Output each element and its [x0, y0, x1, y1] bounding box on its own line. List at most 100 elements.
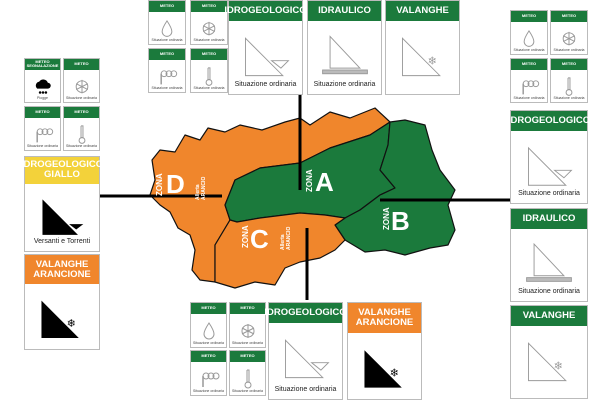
risk-card-header: IDRAULICO [511, 209, 587, 229]
risk-card-header: VALANGHE [511, 306, 587, 326]
status-text: Situazione ordinaria [274, 386, 337, 393]
zone-c-label: ZONA C Allerta ARANCIO [241, 224, 292, 254]
svg-text:❄: ❄ [427, 55, 436, 67]
risk-card-bottom[interactable]: VALANGHE ARANCIONE ❄ [347, 302, 422, 400]
status-text: Situazione ordinaria [553, 96, 585, 100]
drop-icon [161, 19, 173, 37]
thermometer-icon [78, 125, 85, 144]
risk-card-header: VALANGHE ARANCIONE [348, 303, 421, 333]
thermometer-icon [565, 77, 573, 96]
status-text: Situazione ordinaria [232, 389, 263, 393]
risk-card-top[interactable]: IDROGEOLOGICO Situazione ordinaria [224, 0, 307, 95]
status-text: Versanti e Torrenti [33, 238, 91, 245]
status-text: Situazione ordinaria [313, 81, 376, 88]
wind-icon [201, 372, 219, 387]
status-text: Situazione ordinaria [553, 48, 585, 52]
meteo-card-header: METEO [64, 59, 99, 70]
risk-card-left[interactable]: IDROGEOLOGICO GIALLO Versanti e Torrenti [21, 156, 103, 252]
status-text: Situazione ordinaria [513, 48, 545, 52]
avalanche-icon: ❄ [528, 342, 567, 382]
risk-card-right[interactable]: IDRAULICO Situazione ordinaria [510, 208, 588, 302]
zone-b-area[interactable] [334, 119, 456, 256]
status-text: Situazione ordinaria [193, 341, 224, 345]
meteo-card-header: METEO [551, 11, 587, 22]
meteo-card-header: METEO [149, 49, 185, 60]
hydrogeological-icon [42, 198, 84, 235]
status-text: Situazione ordinaria [193, 38, 225, 42]
status-text: Situazione ordinaria [66, 144, 97, 148]
meteo-card-left[interactable]: METEO Situazione ordinaria [63, 106, 100, 151]
risk-card-right[interactable]: IDROGEOLOGICO Situazione ordinaria [508, 110, 590, 204]
meteo-card-header: METEO [230, 303, 265, 314]
meteo-card-right[interactable]: METEO Situazione ordinaria [550, 58, 588, 103]
meteo-card-bottom[interactable]: METEO Situazione ordinaria [229, 302, 266, 348]
meteo-card-right[interactable]: METEO Situazione ordinaria [510, 10, 548, 55]
snowflake-icon [562, 31, 576, 46]
zone-c-area[interactable] [214, 212, 346, 289]
meteo-card-top[interactable]: METEO Situazione ordinaria [148, 0, 186, 45]
svg-text:ARANCIO: ARANCIO [286, 227, 292, 250]
svg-text:ZONA: ZONA [382, 207, 391, 230]
meteo-card-top[interactable]: METEO Situazione ordinaria [190, 48, 228, 93]
risk-card-top[interactable]: VALANGHE ❄ [385, 0, 460, 95]
risk-card-left[interactable]: VALANGHE ARANCIONE ❄ [24, 254, 100, 350]
meteo-card-header: METEO [64, 107, 99, 118]
meteo-card-top[interactable]: METEO Situazione ordinaria [148, 48, 186, 93]
risk-card-header: IDROGEOLOGICO [264, 303, 347, 323]
meteo-card-header: METEO [191, 1, 227, 12]
meteo-card-header: METEO [149, 1, 185, 12]
svg-text:ARANCIO: ARANCIO [201, 177, 207, 200]
hydrogeological-icon [284, 339, 330, 379]
drop-icon [523, 29, 535, 47]
svg-text:Allerta: Allerta [280, 234, 286, 250]
svg-text:D: D [166, 169, 185, 199]
status-text: Situazione ordinaria [518, 288, 580, 295]
meteo-card-top[interactable]: METEO Situazione ordinaria [190, 0, 228, 45]
meteo-card-right[interactable]: METEO Situazione ordinaria [550, 10, 588, 55]
status-text: Situazione ordinaria [151, 38, 183, 42]
risk-card-top[interactable]: IDRAULICO Situazione ordinaria [307, 0, 382, 95]
drop-icon [202, 322, 215, 340]
risk-card-bottom[interactable]: IDROGEOLOGICO Situazione ordinaria [264, 302, 347, 400]
meteo-card-left[interactable]: METEO Situazione ordinaria [63, 58, 100, 103]
svg-text:ZONA: ZONA [155, 173, 164, 196]
status-text: Situazione ordinaria [232, 341, 263, 345]
status-text: Situazione ordinaria [513, 96, 545, 100]
thermometer-icon [205, 67, 213, 86]
svg-text:ZONA: ZONA [241, 225, 250, 248]
risk-card-header: IDROGEOLOGICO [224, 1, 307, 21]
status-text: Situazione ordinaria [193, 389, 224, 393]
meteo-card-header: METEO [191, 303, 226, 314]
status-text: Situazione ordinaria [193, 86, 225, 90]
svg-text:B: B [391, 206, 410, 236]
risk-card-header: VALANGHE [386, 1, 459, 21]
svg-text:A: A [315, 167, 334, 197]
svg-text:C: C [250, 224, 269, 254]
risk-card-header: IDRAULICO [308, 1, 381, 21]
meteo-card-bottom[interactable]: METEO Situazione ordinaria [190, 302, 227, 348]
meteo-card-header: METEO [25, 107, 60, 118]
meteo-card-left[interactable]: METEO Situazione ordinaria [24, 106, 61, 151]
meteo-card-right[interactable]: METEO Situazione ordinaria [510, 58, 548, 103]
avalanche-icon: ❄ [363, 350, 402, 388]
svg-text:❄: ❄ [554, 360, 563, 372]
risk-card-header: VALANGHE ARANCIONE [25, 255, 99, 285]
hydraulic-icon [526, 242, 572, 282]
thermometer-icon [244, 369, 251, 389]
svg-text:❄: ❄ [67, 318, 76, 330]
hydrogeological-icon [528, 146, 573, 186]
status-text: Situazione ordinaria [151, 86, 183, 90]
risk-card-right[interactable]: VALANGHE ❄ [510, 305, 588, 399]
meteo-card-header: METEO [230, 351, 265, 362]
wind-icon [522, 80, 540, 95]
meteo-card-bottom[interactable]: METEO Situazione ordinaria [190, 350, 227, 396]
hydraulic-icon [321, 35, 368, 75]
meteo-card-bottom[interactable]: METEO Situazione ordinaria [229, 350, 266, 396]
meteo-card-left[interactable]: METEO SEGNALAZIONE Piogge [24, 58, 61, 103]
svg-text:Allerta: Allerta [195, 184, 201, 200]
zone-a-label: ZONA A [305, 167, 334, 197]
wind-icon [160, 70, 178, 85]
meteo-card-header: METEO SEGNALAZIONE [25, 59, 60, 70]
snowflake-icon [241, 324, 254, 338]
